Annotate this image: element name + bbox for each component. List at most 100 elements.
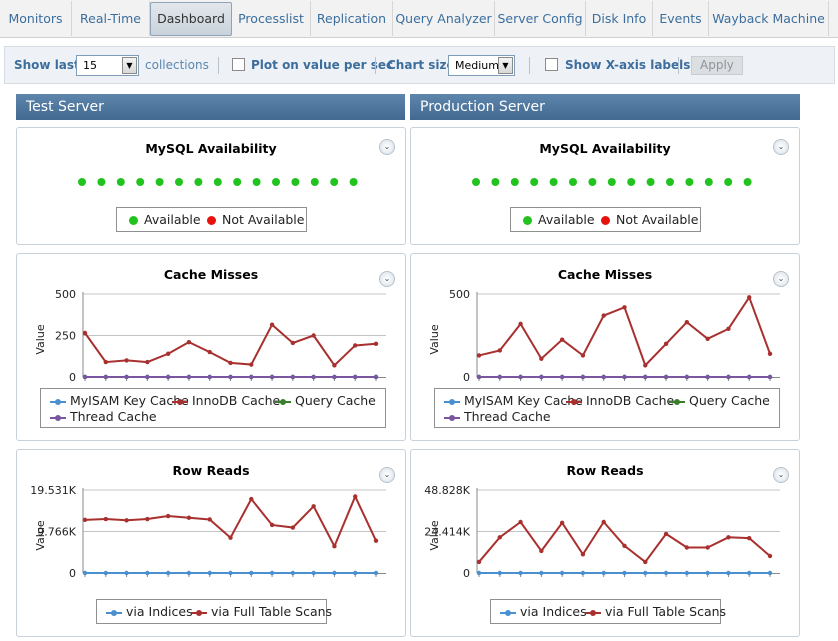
data-point-via-indices[interactable] bbox=[249, 570, 254, 576]
data-point-innodb-cache[interactable] bbox=[353, 343, 358, 348]
data-point-thread-cache[interactable] bbox=[518, 374, 523, 380]
chart-menu-icon[interactable]: ⌄ bbox=[773, 467, 789, 483]
tab-disk-info[interactable]: Disk Info bbox=[586, 1, 653, 36]
legend-item-thread-cache[interactable]: Thread Cache bbox=[50, 409, 157, 425]
data-point-thread-cache[interactable] bbox=[353, 374, 358, 380]
data-point-via-full-table-scans[interactable] bbox=[518, 519, 523, 525]
data-point-innodb-cache[interactable] bbox=[82, 330, 88, 336]
data-point-via-full-table-scans[interactable] bbox=[186, 515, 192, 520]
tab-replication[interactable]: Replication bbox=[311, 1, 393, 36]
tab-server-config[interactable]: Server Config bbox=[495, 1, 586, 36]
data-point-via-full-table-scans[interactable] bbox=[497, 535, 502, 540]
data-point-via-full-table-scans[interactable] bbox=[539, 548, 544, 554]
data-point-via-full-table-scans[interactable] bbox=[290, 525, 296, 530]
data-point-innodb-cache[interactable] bbox=[767, 351, 773, 356]
data-point-via-indices[interactable] bbox=[145, 570, 150, 576]
data-point-via-full-table-scans[interactable] bbox=[145, 516, 150, 522]
data-point-via-full-table-scans[interactable] bbox=[580, 552, 586, 557]
data-point-via-full-table-scans[interactable] bbox=[269, 522, 275, 528]
data-point-via-full-table-scans[interactable] bbox=[249, 496, 254, 502]
data-point-innodb-cache[interactable] bbox=[290, 340, 296, 346]
data-point-via-full-table-scans[interactable] bbox=[622, 543, 627, 549]
data-point-via-indices[interactable] bbox=[269, 570, 275, 576]
legend-item-not-available[interactable]: Not Available bbox=[207, 212, 304, 228]
legend-item-query-cache[interactable]: Query Cache bbox=[275, 393, 376, 409]
chart-menu-icon[interactable]: ⌄ bbox=[379, 139, 395, 155]
data-point-innodb-cache[interactable] bbox=[663, 341, 669, 346]
data-point-innodb-cache[interactable] bbox=[311, 333, 316, 338]
legend-item-myisam-key-cache[interactable]: MyISAM Key Cache bbox=[444, 393, 583, 409]
data-point-innodb-cache[interactable] bbox=[497, 348, 502, 353]
legend-item-via-indices[interactable]: via Indices bbox=[500, 604, 587, 620]
data-point-innodb-cache[interactable] bbox=[601, 313, 606, 318]
data-point-thread-cache[interactable] bbox=[580, 374, 586, 380]
data-point-innodb-cache[interactable] bbox=[373, 341, 379, 346]
data-point-innodb-cache[interactable] bbox=[684, 320, 690, 325]
data-point-innodb-cache[interactable] bbox=[580, 353, 586, 358]
data-point-via-full-table-scans[interactable] bbox=[353, 494, 358, 499]
legend-item-via-full-table-scans[interactable]: via Full Table Scans bbox=[585, 604, 726, 620]
data-point-via-indices[interactable] bbox=[497, 570, 502, 576]
data-point-via-indices[interactable] bbox=[353, 570, 358, 576]
data-point-via-indices[interactable] bbox=[539, 570, 544, 576]
data-point-innodb-cache[interactable] bbox=[332, 363, 337, 368]
data-point-via-full-table-scans[interactable] bbox=[82, 517, 88, 523]
plot-per-sec-checkbox[interactable] bbox=[232, 58, 245, 71]
data-point-innodb-cache[interactable] bbox=[145, 359, 150, 365]
tab-query-analyzer[interactable]: Query Analyzer bbox=[393, 1, 495, 36]
legend-item-via-indices[interactable]: via Indices bbox=[106, 604, 193, 620]
data-point-thread-cache[interactable] bbox=[643, 374, 648, 380]
data-point-thread-cache[interactable] bbox=[290, 374, 296, 380]
data-point-thread-cache[interactable] bbox=[767, 374, 773, 380]
data-point-via-full-table-scans[interactable] bbox=[559, 520, 565, 526]
data-point-via-full-table-scans[interactable] bbox=[601, 519, 606, 525]
data-point-thread-cache[interactable] bbox=[601, 374, 606, 380]
chart-menu-icon[interactable]: ⌄ bbox=[773, 271, 789, 287]
data-point-via-indices[interactable] bbox=[476, 570, 482, 576]
data-point-thread-cache[interactable] bbox=[124, 374, 129, 380]
data-point-innodb-cache[interactable] bbox=[559, 337, 565, 342]
data-point-via-indices[interactable] bbox=[705, 570, 710, 576]
data-point-innodb-cache[interactable] bbox=[643, 363, 648, 368]
data-point-via-full-table-scans[interactable] bbox=[476, 559, 482, 565]
tab-events[interactable]: Events bbox=[653, 1, 709, 36]
data-point-thread-cache[interactable] bbox=[663, 374, 669, 380]
apply-button[interactable]: Apply bbox=[691, 56, 743, 75]
data-point-via-indices[interactable] bbox=[311, 570, 316, 576]
data-point-via-full-table-scans[interactable] bbox=[207, 517, 212, 522]
tab-dashboard[interactable]: Dashboard bbox=[150, 2, 232, 36]
data-point-via-full-table-scans[interactable] bbox=[747, 535, 752, 541]
data-point-via-full-table-scans[interactable] bbox=[165, 513, 171, 519]
data-point-thread-cache[interactable] bbox=[726, 374, 731, 380]
data-point-via-indices[interactable] bbox=[559, 570, 565, 576]
data-point-via-full-table-scans[interactable] bbox=[767, 553, 773, 559]
legend-item-via-full-table-scans[interactable]: via Full Table Scans bbox=[191, 604, 332, 620]
data-point-via-full-table-scans[interactable] bbox=[311, 504, 316, 509]
data-point-innodb-cache[interactable] bbox=[207, 349, 212, 355]
data-point-innodb-cache[interactable] bbox=[249, 362, 254, 367]
data-point-thread-cache[interactable] bbox=[373, 374, 379, 380]
data-point-via-indices[interactable] bbox=[684, 570, 690, 576]
data-point-via-full-table-scans[interactable] bbox=[663, 531, 669, 537]
data-point-via-indices[interactable] bbox=[228, 570, 233, 576]
legend-item-innodb-cache[interactable]: InnoDB Cache bbox=[566, 393, 674, 409]
data-point-thread-cache[interactable] bbox=[249, 374, 254, 380]
data-point-via-full-table-scans[interactable] bbox=[228, 535, 233, 540]
data-point-thread-cache[interactable] bbox=[207, 374, 212, 380]
data-point-via-indices[interactable] bbox=[103, 570, 108, 576]
data-point-innodb-cache[interactable] bbox=[186, 339, 192, 345]
data-point-via-indices[interactable] bbox=[601, 570, 606, 576]
data-point-innodb-cache[interactable] bbox=[124, 358, 129, 363]
data-point-via-indices[interactable] bbox=[124, 570, 129, 576]
data-point-thread-cache[interactable] bbox=[82, 374, 88, 380]
data-point-thread-cache[interactable] bbox=[622, 374, 627, 380]
data-point-innodb-cache[interactable] bbox=[518, 321, 523, 327]
data-point-thread-cache[interactable] bbox=[186, 374, 192, 380]
legend-item-not-available[interactable]: Not Available bbox=[601, 212, 698, 228]
data-point-via-indices[interactable] bbox=[82, 570, 88, 576]
data-point-thread-cache[interactable] bbox=[747, 374, 752, 380]
data-point-via-full-table-scans[interactable] bbox=[124, 518, 129, 523]
data-point-thread-cache[interactable] bbox=[332, 374, 337, 380]
data-point-via-indices[interactable] bbox=[290, 570, 296, 576]
data-point-via-indices[interactable] bbox=[767, 570, 773, 576]
